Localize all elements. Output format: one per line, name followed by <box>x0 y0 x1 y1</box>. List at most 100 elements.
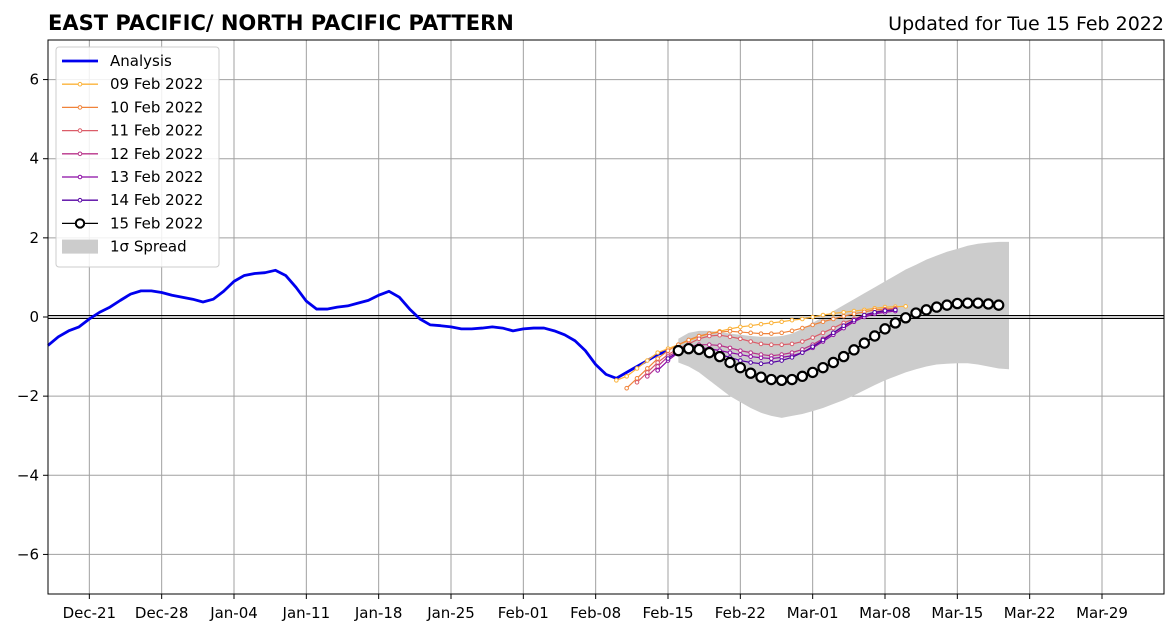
forecast-point <box>724 356 736 369</box>
forecast-point <box>748 360 753 365</box>
forecast-point <box>655 350 660 355</box>
forecast-point <box>727 328 733 334</box>
forecast-point <box>707 342 712 348</box>
legend-item: 11 Feb 2022 <box>62 122 203 140</box>
forecast-point <box>841 313 846 319</box>
forecast-point <box>748 339 753 344</box>
forecast-point <box>868 330 881 342</box>
forecast-point <box>810 322 815 328</box>
forecast-point <box>920 304 933 316</box>
forecast-point <box>645 366 650 371</box>
x-tick-label: Mar-08 <box>859 604 911 622</box>
legend-marker <box>77 105 83 110</box>
forecast-point <box>758 355 764 361</box>
legend-label: Analysis <box>110 52 172 70</box>
forecast-point <box>831 330 836 336</box>
forecast-point <box>789 355 795 360</box>
forecast-point <box>655 356 660 361</box>
forecast-point <box>820 330 826 336</box>
chart-subtitle: Updated for Tue 15 Feb 2022 <box>888 13 1164 35</box>
y-tick-label: 0 <box>29 308 39 326</box>
forecast-point <box>810 335 815 340</box>
forecast-point <box>682 342 695 355</box>
forecast-point <box>655 368 660 373</box>
series-analysis-line <box>47 268 669 380</box>
legend-box <box>55 46 220 268</box>
legend-item: 15 Feb 2022 <box>62 214 203 232</box>
legend-item: 12 Feb 2022 <box>62 145 203 163</box>
forecast-point <box>882 308 888 313</box>
forecast-point <box>738 352 743 357</box>
forecast-point <box>727 350 733 355</box>
legend-swatch <box>62 239 98 254</box>
forecast-point <box>634 376 640 381</box>
forecast-point <box>665 356 671 361</box>
forecast-point <box>789 317 795 323</box>
legend-marker <box>77 128 83 133</box>
forecast-point <box>848 344 860 356</box>
x-tick-label: Feb-15 <box>642 604 693 622</box>
forecast-point <box>820 319 826 325</box>
forecast-point <box>758 321 764 327</box>
legend-marker <box>77 151 83 157</box>
forecast-point <box>755 371 767 383</box>
y-tick-label: 2 <box>29 229 39 247</box>
forecast-point <box>800 316 805 322</box>
forecast-point <box>686 337 691 343</box>
forecast-point <box>789 341 795 347</box>
legend-label: 12 Feb 2022 <box>110 145 203 163</box>
legend-label: 14 Feb 2022 <box>110 191 203 209</box>
forecast-point <box>655 364 660 369</box>
forecast-point <box>800 350 805 355</box>
forecast-point <box>817 361 829 374</box>
forecast-point <box>827 356 840 369</box>
series-forecast-1 <box>624 305 898 391</box>
x-tick-label: Jan-25 <box>426 604 475 622</box>
x-tick-label: Mar-01 <box>787 604 839 622</box>
legend-item: 09 Feb 2022 <box>62 75 203 93</box>
forecast-point <box>899 312 912 324</box>
forecast-point <box>717 343 722 348</box>
legend: Analysis 09 Feb 2022 10 Feb 2022 11 Feb 202… <box>55 46 220 268</box>
forecast-point <box>903 304 908 309</box>
legend-item: 14 Feb 2022 <box>62 191 203 209</box>
series-layer <box>47 268 1005 391</box>
forecast-point <box>796 370 809 383</box>
x-tick-label: Jan-18 <box>354 604 403 622</box>
forecast-point <box>693 343 705 356</box>
forecast-point <box>941 299 953 311</box>
chart-title: EAST PACIFIC/ NORTH PACIFIC PATTERN <box>48 11 514 35</box>
forecast-point <box>879 323 891 335</box>
forecast-point <box>665 348 671 353</box>
forecast-point <box>862 312 867 318</box>
forecast-point <box>910 307 922 319</box>
forecast-point <box>758 341 764 347</box>
forecast-point <box>769 320 774 326</box>
forecast-point <box>961 297 974 309</box>
legend-item: 13 Feb 2022 <box>62 168 203 186</box>
forecast-point <box>614 378 619 383</box>
forecast-point <box>810 314 815 320</box>
x-tick-label: Mar-22 <box>1004 604 1056 622</box>
forecast-point <box>893 307 898 313</box>
forecast-point <box>748 350 753 355</box>
x-tick-label: Jan-04 <box>209 604 258 622</box>
forecast-point <box>779 358 784 363</box>
y-tick-label: −2 <box>17 387 39 405</box>
legend-item: Analysis <box>62 52 172 70</box>
forecast-point <box>831 325 836 331</box>
forecast-point <box>727 334 733 340</box>
forecast-point <box>972 297 984 309</box>
forecast-point <box>851 317 857 323</box>
forecast-point <box>789 328 795 334</box>
y-axis: 6 4 2 0 −2 −4 −6 <box>17 71 48 563</box>
forecast-point <box>624 385 629 391</box>
forecast-point <box>800 325 805 331</box>
x-tick-label: Jan-11 <box>282 604 331 622</box>
forecast-point <box>738 329 743 335</box>
legend-item: 10 Feb 2022 <box>62 98 203 116</box>
forecast-point <box>717 332 722 338</box>
x-tick-label: Feb-22 <box>715 604 766 622</box>
forecast-point <box>765 373 778 386</box>
forecast-point <box>748 354 753 359</box>
